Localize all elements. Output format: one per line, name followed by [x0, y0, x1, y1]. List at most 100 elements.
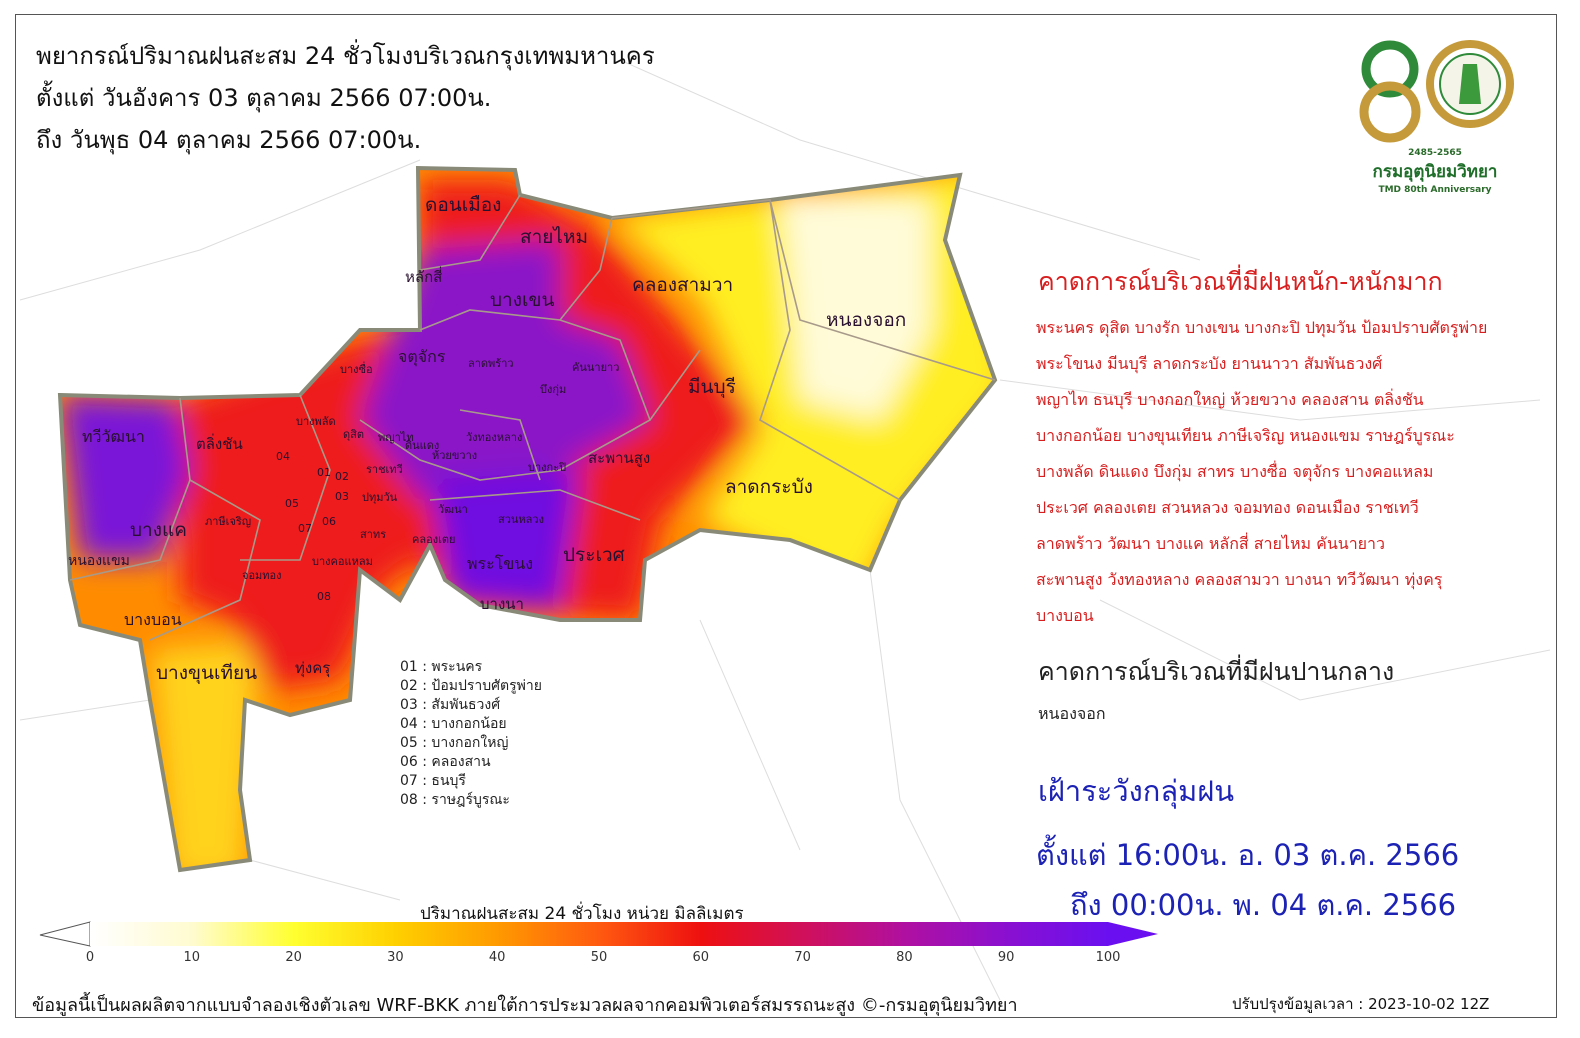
map-label: คลองสามวา [632, 274, 734, 296]
key-item: 01 : พระนคร [400, 659, 483, 675]
rain-purple-north [360, 240, 650, 500]
map-label: หนองจอก [826, 309, 907, 331]
map-label: 07 [298, 522, 312, 535]
map-label: ประเวศ [563, 544, 625, 566]
heavy-rain-district-list: พระนคร ดุสิต บางรัก บางเขน บางกะปิ ปทุมว… [1036, 310, 1556, 634]
footer-source: ข้อมูลนี้เป็นผลผลิตจากแบบจำลองเชิงตัวเลข… [32, 995, 1018, 1016]
map-label: วังทองหลาง [466, 431, 523, 444]
colorbar-gradient [90, 922, 1108, 946]
rain-purple-south [430, 470, 580, 610]
map-label: ทวีวัฒนา [82, 427, 145, 446]
district-line: สะพานสูง วังทองหลาง คลองสามวา บางนา ทวีว… [1036, 570, 1443, 589]
cbar-left-arrow [39, 921, 91, 947]
map-label: บางซื่อ [340, 363, 373, 376]
key-item: 03 : สัมพันธวงศ์ [400, 697, 501, 713]
map-label: จอมทอง [242, 569, 282, 582]
colorbar-tick-label: 50 [590, 950, 608, 965]
map-label: คลองเตย [412, 533, 456, 546]
district-line: พญาไท ธนบุรี บางกอกใหญ่ ห้วยขวาง คลองสาน… [1036, 390, 1424, 409]
map-label: ดุสิต [343, 428, 365, 441]
map-label: วัฒนา [438, 503, 468, 516]
frame [15, 14, 1557, 1018]
district-line: ประเวศ คลองเตย สวนหลวง จอมทอง ดอนเมือง ร… [1036, 498, 1419, 517]
map-label: 04 [276, 450, 290, 463]
logo-years: 2485-2565 [1408, 148, 1462, 158]
map-label: ลาดกระบัง [725, 476, 813, 498]
colorbar-tick-label: 100 [1095, 950, 1121, 965]
moderate-rain-districts: หนองจอก [1038, 704, 1106, 723]
tmd-80-logo: 2485-2565 กรมอุตุนิยมวิทยา TMD 80th Anni… [1345, 34, 1525, 195]
district-line: บางพลัด ดินแดง บึงกุ่ม สาทร บางซื่อ จตุจ… [1036, 462, 1434, 481]
key-item: 06 : คลองสาน [400, 754, 491, 770]
district-line: พระนคร ดุสิต บางรัก บางเขน บางกะปิ ปทุมว… [1036, 318, 1488, 337]
map-label: 06 [322, 515, 336, 528]
map-label: บางขุนเทียน [156, 662, 258, 684]
logo-emblem-icon [1359, 40, 1514, 143]
map-label: 03 [335, 490, 349, 503]
map-label: บางบอน [124, 610, 182, 629]
watch-to: ถึง 00:00น. พ. 04 ต.ค. 2566 [1070, 888, 1457, 922]
district-line: บางกอกน้อย บางขุนเทียน ภาษีเจริญ หนองแขม… [1036, 426, 1455, 445]
colorbar-tick-label: 40 [488, 950, 506, 965]
heavy-rain-heading: คาดการณ์บริเวณที่มีฝนหนัก-หนักมาก [1038, 267, 1443, 296]
title-line-1: พยากรณ์ปริมาณฝนสะสม 24 ชั่วโมงบริเวณกรุง… [36, 42, 655, 70]
map-label: หลักสี่ [405, 268, 443, 286]
colorbar-tick-label: 60 [692, 950, 710, 965]
colorbar-tick-label: 20 [285, 950, 302, 965]
map-label: พญาไท [378, 431, 414, 444]
map-label: ห้วยขวาง [432, 449, 478, 462]
map-label: บางนา [480, 595, 524, 613]
key-item: 05 : บางกอกใหญ่ [400, 735, 509, 751]
district-boundaries [69, 194, 996, 641]
map-label: ทุ่งครุ [295, 659, 331, 677]
district-line: บางบอน [1036, 606, 1094, 625]
colorbar-title: ปริมาณฝนสะสม 24 ชั่วโมง หน่วย มิลลิเมตร [420, 904, 744, 924]
colorbar-right-arrow [1108, 922, 1158, 946]
footer-updated: ปรับปรุงข้อมูลเวลา : 2023-10-02 12Z [1232, 995, 1490, 1013]
map-label: สาทร [360, 528, 387, 541]
moderate-rain-heading: คาดการณ์บริเวณที่มีฝนปานกลาง [1038, 657, 1395, 686]
map-label: พระโขนง [467, 554, 534, 573]
map-label: ราชเทวี [366, 463, 403, 476]
map-label: บางคอแหลม [312, 555, 373, 568]
map-label: ตลิ่งชัน [196, 435, 243, 453]
colorbar-tick-label: 80 [896, 950, 913, 965]
map-label: 05 [285, 497, 299, 510]
colorbar-tick-label: 30 [387, 950, 404, 965]
district-number-key: 01 : พระนคร 02 : ป้อมปราบศัตรูพ่าย 03 : … [400, 658, 542, 810]
map-label: 01 [317, 466, 331, 479]
map-label: บางกะปิ [528, 461, 567, 474]
map-label: ดอนเมือง [425, 194, 502, 216]
key-item: 07 : ธนบุรี [400, 773, 466, 789]
watch-from: ตั้งแต่ 16:00น. อ. 03 ต.ค. 2566 [1036, 838, 1460, 872]
map-label: บางพลัด [296, 415, 336, 428]
map-label: จตุจักร [398, 347, 446, 366]
map-label: สวนหลวง [498, 513, 544, 526]
map-label: หนองแขม [68, 553, 130, 569]
map-label: สะพานสูง [588, 449, 651, 467]
district-line: พระโขนง มีนบุรี ลาดกระบัง ยานนาวา สัมพัน… [1036, 354, 1383, 373]
rain-light-east [780, 190, 930, 420]
colorbar-tick-label: 70 [794, 950, 811, 965]
colorbar-tick-label: 0 [85, 950, 95, 965]
logo-sub: TMD 80th Anniversary [1378, 185, 1492, 195]
map-label: บางแค [130, 519, 187, 541]
colorbar-tick-label: 90 [997, 950, 1015, 965]
map-label: 08 [317, 590, 331, 603]
map-label: ดินแดง [405, 439, 440, 452]
map-label: 02 [335, 470, 349, 483]
title-line-3: ถึง วันพุธ 04 ตุลาคม 2566 07:00น. [36, 126, 422, 154]
colorbar-tick-label: 10 [183, 950, 201, 965]
map-label: ปทุมวัน [362, 491, 398, 504]
logo-name: กรมอุตุนิยมวิทยา [1372, 162, 1498, 182]
rain-purple-west [60, 395, 190, 560]
map-label: ลาดพร้าว [468, 357, 514, 370]
bangkok-outline [57, 165, 998, 873]
map-label: บางเขน [490, 289, 555, 311]
key-item: 08 : ราษฎร์บูรณะ [400, 792, 510, 808]
title-line-2: ตั้งแต่ วันอังคาร 03 ตุลาคม 2566 07:00น. [36, 84, 492, 112]
rain-yellow-south [150, 640, 260, 870]
map-label: สายไหม [520, 226, 589, 248]
